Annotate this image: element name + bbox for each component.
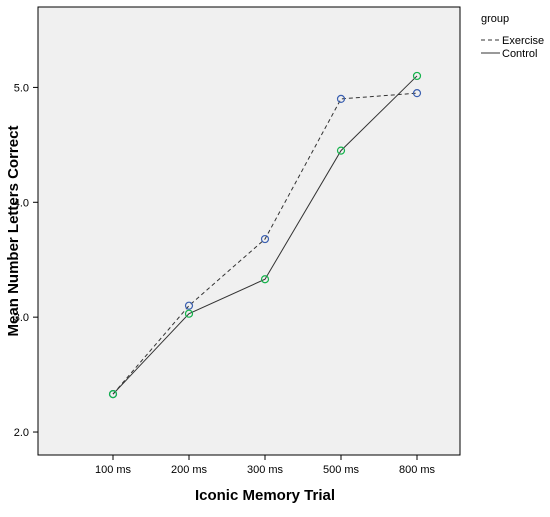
data-point-control (184, 309, 194, 318)
data-point-control (336, 146, 346, 155)
plot-area (37, 6, 461, 456)
x-tick-label: 800 ms (399, 464, 436, 476)
data-point-exercise (184, 301, 194, 310)
data-point-exercise (412, 89, 422, 98)
series-layer (108, 71, 422, 399)
x-tick-label: 500 ms (323, 464, 360, 476)
y-tick-label: 3.0 (14, 312, 29, 324)
data-point-control (108, 390, 118, 399)
legend-title: group (481, 13, 509, 25)
y-tick-label: 5.0 (14, 82, 29, 94)
legend-label-exercise: Exercise (502, 35, 544, 47)
legend-label-control: Control (502, 48, 537, 60)
y-axis: 2.0 3.0 4.0 5.0 (14, 82, 38, 439)
series-line-control (112, 75, 418, 395)
data-point-exercise (336, 94, 346, 103)
x-tick-label: 100 ms (95, 464, 132, 476)
data-point-exercise (260, 234, 270, 244)
x-axis-title: Iconic Memory Trial (195, 487, 335, 504)
y-tick-label: 4.0 (14, 197, 29, 209)
x-axis: 100 ms 200 ms 300 ms 500 ms 800 ms (95, 455, 436, 476)
series-line-exercise (112, 92, 418, 395)
data-point-control (260, 275, 270, 284)
x-tick-label: 200 ms (171, 464, 208, 476)
y-axis-title: Mean Number Letters Correct (5, 126, 22, 337)
y-tick-label: 2.0 (14, 427, 29, 439)
x-tick-label: 300 ms (247, 464, 284, 476)
data-point-control (412, 71, 422, 81)
